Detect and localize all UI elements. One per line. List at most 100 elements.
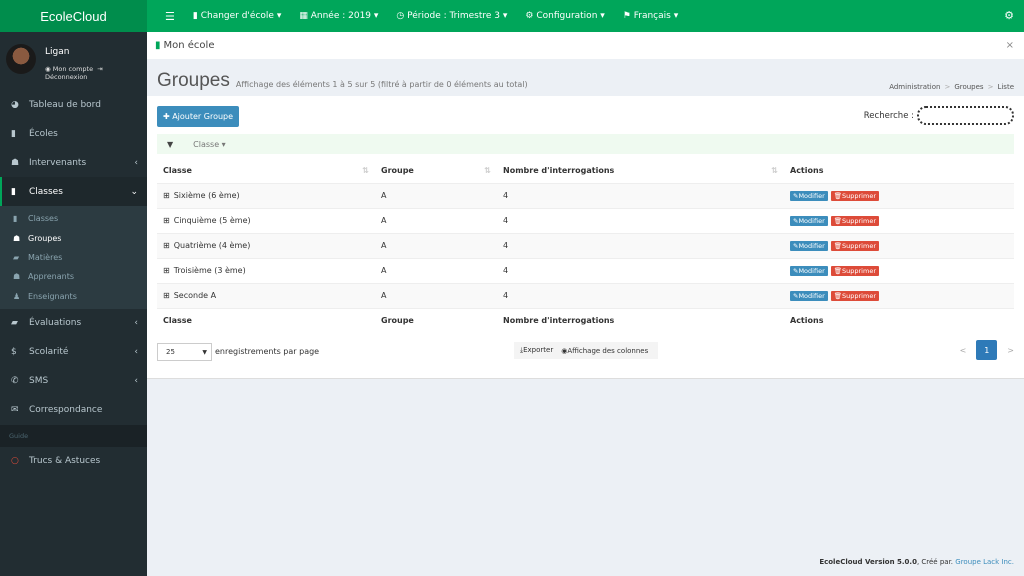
- eye-slash-icon: ◉: [561, 346, 568, 355]
- footer-created: , Créé par.: [916, 558, 954, 566]
- sidebar-submenu: ▮ Classes ☗ Groupes ▰ Matières ☗ Apprenants …: [0, 206, 147, 309]
- app-logo[interactable]: EcoleCloud: [0, 0, 147, 32]
- sidebar-item-trucs-astuces[interactable]: ○ Trucs & Astuces: [0, 447, 147, 476]
- sidebar-item-label: Écoles: [29, 128, 58, 139]
- chevron-left-icon: ‹: [134, 157, 138, 168]
- trash-icon: 🗑: [833, 217, 843, 225]
- filter-classe-dropdown[interactable]: Classe ▾: [193, 139, 226, 149]
- expand-icon[interactable]: ⊞: [163, 191, 170, 200]
- cell-classe[interactable]: ⊞ Sixième (6 ème): [157, 182, 375, 208]
- column-header-classe[interactable]: Classe ⇅: [163, 165, 369, 175]
- pagination-prev[interactable]: <: [959, 345, 967, 355]
- edit-icon: ✎: [793, 292, 799, 300]
- breadcrumb-liste: Liste: [997, 83, 1014, 91]
- cell-nombre: 4: [497, 207, 784, 233]
- breadcrumb-administration[interactable]: Administration: [889, 83, 941, 91]
- caret-down-icon: ▼: [202, 348, 207, 356]
- page-length-select[interactable]: 25 ▼: [157, 343, 212, 361]
- sidebar-item-label: Trucs & Astuces: [29, 456, 101, 467]
- column-header-nombre[interactable]: Nombre d'interrogations ⇅: [503, 165, 778, 175]
- avatar: [6, 44, 36, 74]
- phone-icon: ✆: [11, 376, 19, 387]
- delete-button[interactable]: 🗑Supprimer: [830, 241, 879, 251]
- submenu-item-enseignants[interactable]: ♟ Enseignants: [13, 291, 77, 301]
- sidebar-item-correspondance[interactable]: ✉ Correspondance: [0, 396, 147, 425]
- search-label: Recherche :: [863, 111, 914, 121]
- export-button[interactable]: ⤓Exporter: [520, 346, 554, 354]
- account-link[interactable]: ◉ Mon compte: [45, 65, 94, 73]
- sidebar-item-label: Tableau de bord: [29, 99, 101, 110]
- pagination: < 1 >: [960, 340, 1014, 360]
- cell-groupe: A: [375, 182, 497, 208]
- submenu-item-apprenants[interactable]: ☗ Apprenants: [13, 272, 75, 282]
- table-row: ⊞ Sixième (6 ème) A 4 ✎Modifier 🗑Supprimer: [157, 182, 1014, 208]
- edit-button[interactable]: ✎Modifier: [790, 241, 828, 251]
- cell-classe[interactable]: ⊞ Troisième (3 ème): [157, 257, 375, 283]
- nav-langue[interactable]: ⚑ Français ▾: [622, 11, 679, 21]
- sort-icon: ⇅: [771, 165, 778, 175]
- trash-icon: 🗑: [833, 267, 843, 275]
- table-tools: ⤓Exporter ◉Affichage des colonnes: [514, 342, 658, 359]
- expand-icon[interactable]: ⊞: [163, 216, 170, 225]
- sidebar-item-tableau-de-bord[interactable]: ◕ Tableau de bord: [0, 90, 147, 119]
- top-navbar: EcoleCloud ☰ ▮ Changer d'école ▾ ▦ Année…: [0, 0, 1024, 32]
- logout-link[interactable]: ⇥ Déconnexion: [45, 65, 103, 81]
- pagination-next[interactable]: >: [1007, 345, 1014, 355]
- column-header-groupe[interactable]: Groupe ⇅: [381, 165, 491, 175]
- submenu-item-matieres[interactable]: ▰ Matières: [13, 252, 63, 262]
- expand-icon[interactable]: ⊞: [163, 291, 170, 300]
- cogs-icon[interactable]: ⚙: [1004, 9, 1014, 22]
- sidebar-item-evaluations[interactable]: ▰ Évaluations ‹: [0, 309, 147, 338]
- columns-visibility-button[interactable]: ◉Affichage des colonnes: [561, 346, 649, 355]
- edit-icon: ✎: [793, 192, 799, 200]
- edit-button[interactable]: ✎Modifier: [790, 191, 828, 201]
- cell-classe[interactable]: ⊞ Quatrième (4 ème): [157, 232, 375, 258]
- delete-button[interactable]: 🗑Supprimer: [830, 266, 879, 276]
- column-header-actions: Actions: [790, 165, 824, 175]
- delete-button[interactable]: 🗑Supprimer: [830, 291, 879, 301]
- sidebar-item-label: Correspondance: [29, 405, 103, 416]
- submenu-item-groupes[interactable]: ☗ Groupes: [13, 233, 62, 243]
- sidebar-item-sms[interactable]: ✆ SMS ‹: [0, 367, 147, 396]
- nav-annee[interactable]: ▦ Année : 2019 ▾: [299, 11, 379, 21]
- users-icon: ☗: [13, 233, 21, 243]
- dollar-icon: $: [11, 347, 17, 358]
- bars-icon[interactable]: ☰: [165, 9, 175, 23]
- nav-periode[interactable]: ◷ Période : Trimestre 3 ▾: [396, 11, 508, 21]
- nav-configuration[interactable]: ⚙ Configuration ▾: [525, 11, 605, 21]
- page-subtitle: Affichage des éléments 1 à 5 sur 5 (filt…: [235, 80, 528, 89]
- cell-classe[interactable]: ⊞ Cinquième (5 ème): [157, 207, 375, 233]
- add-group-button[interactable]: ✚ Ajouter Groupe: [157, 106, 239, 127]
- edit-button[interactable]: ✎Modifier: [790, 216, 828, 226]
- sidebar-item-intervenants[interactable]: ☗ Intervenants ‹: [0, 148, 147, 177]
- edit-icon: ✎: [793, 267, 799, 275]
- content-box: ✚ Ajouter Groupe Recherche : ▼ Classe ▾ C…: [147, 96, 1024, 379]
- footer-author-link[interactable]: Groupe Lack Inc.: [955, 558, 1014, 566]
- nav-changer-ecole[interactable]: ▮ Changer d'école ▾: [192, 11, 282, 21]
- search-input[interactable]: [917, 106, 1014, 125]
- pagination-page-1[interactable]: 1: [976, 340, 998, 360]
- submenu-item-classes[interactable]: ▮ Classes: [13, 214, 59, 224]
- user-panel: Ligan ◉ Mon compte ⇥ Déconnexion: [0, 32, 147, 90]
- cell-classe[interactable]: ⊞ Seconde A: [157, 282, 375, 308]
- sidebar-header-guide: Guide: [0, 424, 147, 447]
- delete-button[interactable]: 🗑Supprimer: [830, 216, 879, 226]
- close-icon[interactable]: ×: [1005, 40, 1014, 51]
- expand-icon[interactable]: ⊞: [163, 266, 170, 275]
- expand-icon[interactable]: ⊞: [163, 241, 170, 250]
- chevron-left-icon: ‹: [134, 347, 138, 358]
- delete-button[interactable]: 🗑Supprimer: [830, 191, 879, 201]
- footer: EcoleCloud Version 5.0.0, Créé par. Grou…: [819, 558, 1014, 566]
- book-icon: ▰: [11, 318, 18, 329]
- users-icon: ☗: [13, 272, 21, 282]
- trash-icon: 🗑: [833, 292, 843, 300]
- page-title: Groupes: [157, 70, 230, 91]
- envelope-icon: ✉: [11, 405, 19, 416]
- edit-button[interactable]: ✎Modifier: [790, 266, 828, 276]
- sidebar-item-scolarite[interactable]: $ Scolarité ‹: [0, 338, 147, 367]
- main-content: ▮ Mon école × Groupes Affichage des éléme…: [147, 32, 1024, 379]
- sidebar-item-ecoles[interactable]: ▮ Écoles: [0, 119, 147, 148]
- edit-button[interactable]: ✎Modifier: [790, 291, 828, 301]
- sidebar-item-classes[interactable]: ▮ Classes ⌄: [0, 177, 147, 206]
- breadcrumb-groupes[interactable]: Groupes: [954, 83, 984, 91]
